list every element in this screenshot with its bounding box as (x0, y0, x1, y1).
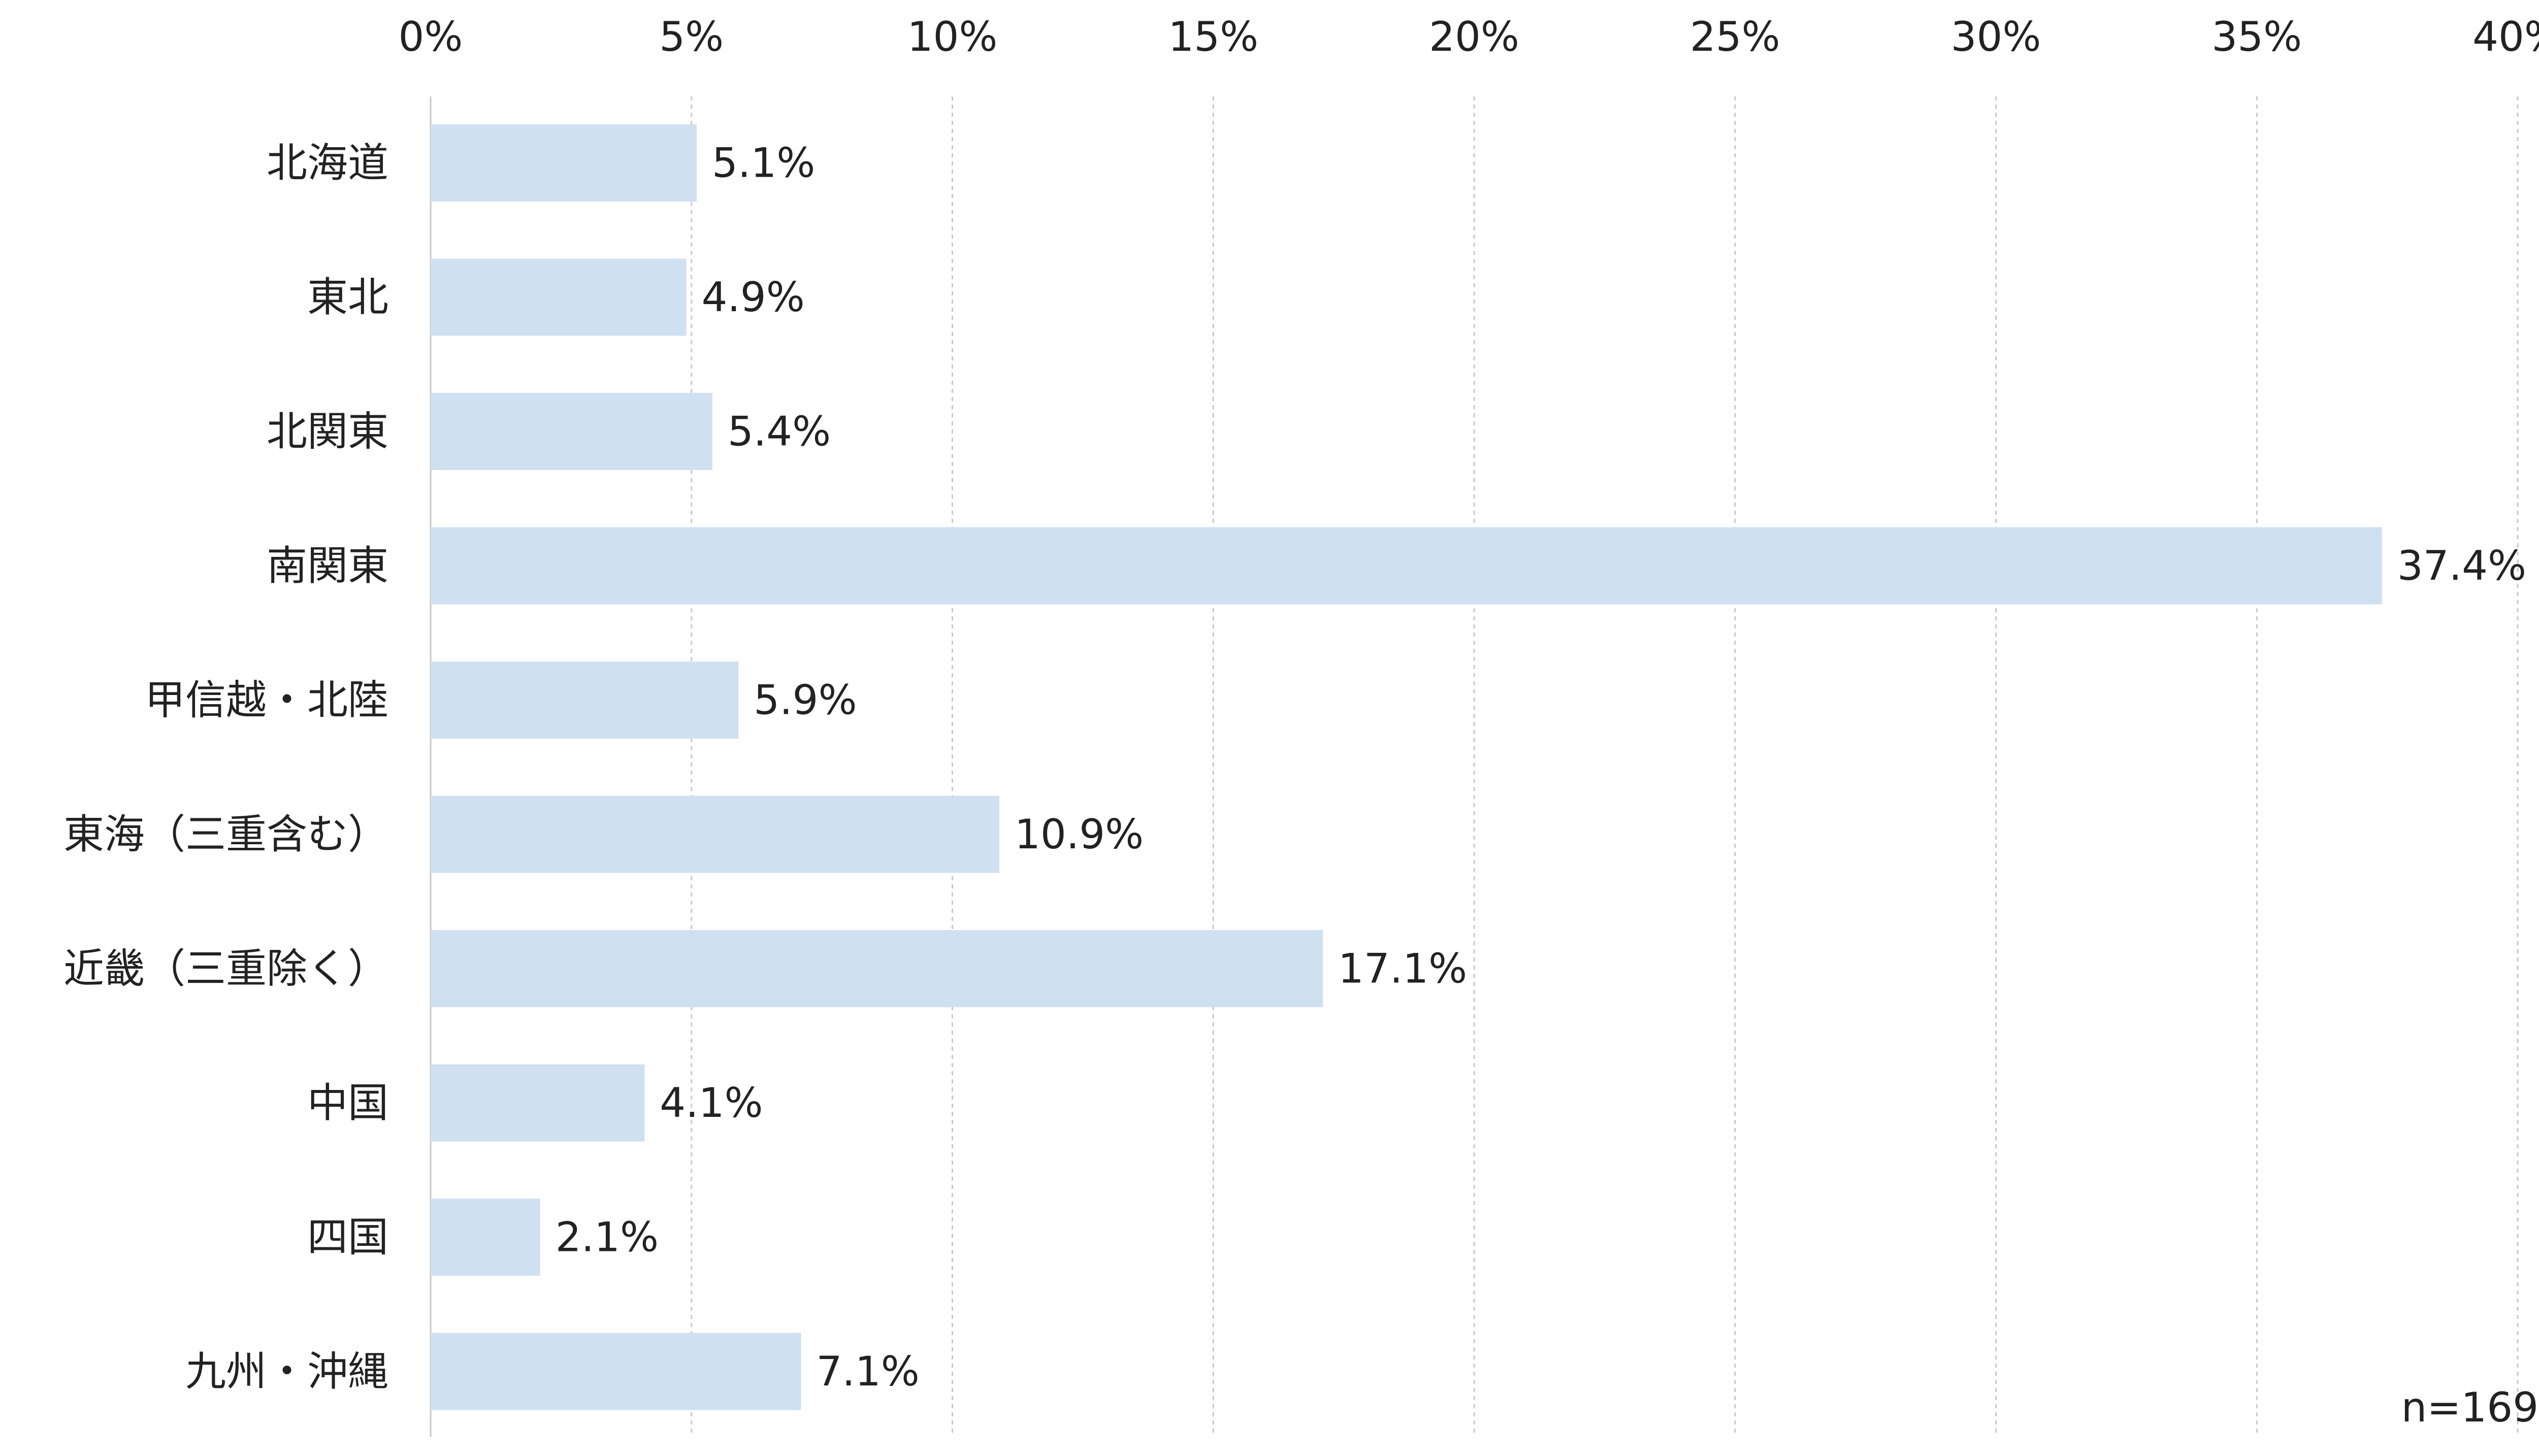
bar (431, 527, 2382, 605)
x-tick-label: 5% (659, 13, 724, 60)
x-tick-label: 15% (1168, 13, 1258, 60)
data-label: 37.4% (2397, 542, 2526, 589)
data-label: 5.1% (712, 140, 815, 187)
x-tick-label: 20% (1429, 13, 1519, 60)
category-label: 四国 (307, 1214, 388, 1261)
x-tick-label: 40% (2472, 13, 2539, 60)
x-tick-label: 25% (1690, 13, 1780, 60)
category-label: 近畿（三重除く） (63, 945, 388, 992)
bars (431, 124, 2382, 1410)
bar (431, 258, 687, 336)
x-tick-label: 10% (907, 13, 998, 60)
bar (431, 1199, 540, 1276)
x-tick-label: 35% (2211, 13, 2302, 60)
category-label: 北海道 (267, 140, 388, 187)
category-label: 南関東 (267, 542, 388, 589)
bar (431, 661, 739, 739)
bar (431, 1333, 801, 1410)
bar (431, 796, 999, 873)
category-label: 甲信越・北陸 (145, 677, 388, 724)
category-label: 北関東 (267, 408, 388, 455)
bar (431, 393, 712, 470)
category-label: 東海（三重含む） (63, 811, 388, 858)
data-label: 5.9% (754, 677, 857, 724)
data-label: 17.1% (1338, 945, 1467, 992)
data-label: 4.9% (701, 274, 804, 321)
x-tick-label: 30% (1951, 13, 2041, 60)
data-label: 2.1% (556, 1214, 659, 1261)
data-label: 7.1% (817, 1348, 920, 1395)
data-label: 5.4% (728, 408, 831, 455)
category-label: 九州・沖縄 (185, 1348, 388, 1395)
data-label: 4.1% (660, 1079, 763, 1127)
category-label: 中国 (307, 1079, 388, 1127)
data-label: 10.9% (1015, 811, 1144, 858)
bar (431, 1064, 645, 1142)
x-axis-ticks: 0% 5% 10% 15% 20% 25% 30% 35% 40% (399, 13, 2539, 60)
value-labels: 5.1% 4.9% 5.4% 37.4% 5.9% 10.9% 17.1% 4.1% 2.1% 7… (556, 140, 2526, 1396)
x-tick-label: 0% (399, 13, 463, 60)
category-label: 東北 (307, 274, 388, 321)
bar (431, 930, 1323, 1007)
sample-size-note: n=1699 (2401, 1384, 2539, 1431)
bar (431, 124, 697, 202)
